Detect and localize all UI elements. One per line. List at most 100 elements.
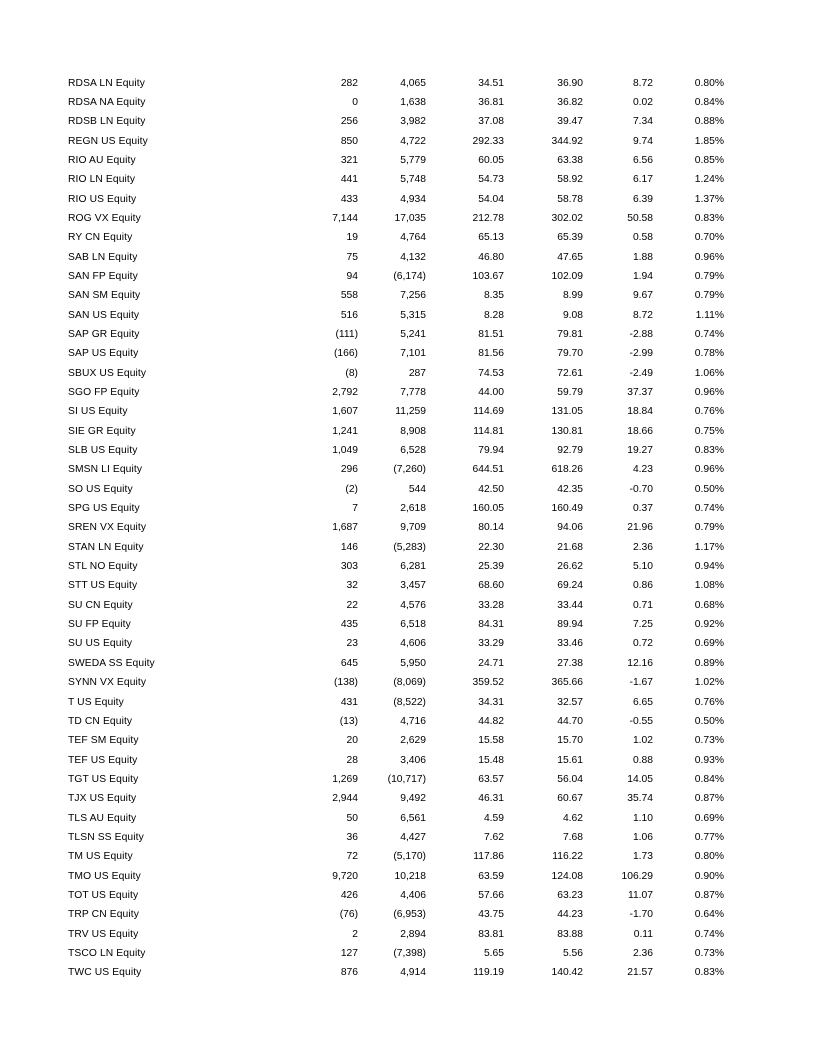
- value-col-6: 0.76%: [694, 406, 724, 418]
- table-row: TEF SM Equity 20 2,629 15.58 15.70 1.02 0.73%: [68, 732, 724, 751]
- table-row: SAN FP Equity 94 (6,174) 103.67 102.09 1.94 0.…: [68, 267, 724, 286]
- value-col-6: 0.74%: [694, 928, 724, 940]
- value-col-5: 21.57: [627, 967, 653, 979]
- table-row: SO US Equity (2) 544 42.50 42.35 -0.70 0.50%: [68, 480, 724, 499]
- value-col-6: 1.37%: [694, 193, 724, 205]
- value-col-6: 0.96%: [694, 387, 724, 399]
- value-col-2: 4,427: [400, 831, 426, 843]
- value-col-6: 0.64%: [694, 909, 724, 921]
- value-col-2: 2,894: [400, 928, 426, 940]
- security-name: RY CN Equity: [68, 232, 133, 244]
- value-col-5: 0.11: [633, 928, 653, 940]
- security-name: RIO LN Equity: [68, 174, 136, 186]
- table-row: TRP CN Equity (76) (6,953) 43.75 44.23 -1.70 0…: [68, 906, 724, 925]
- value-col-1: 433: [340, 193, 358, 205]
- value-col-1: 127: [340, 947, 358, 959]
- value-col-3: 63.57: [478, 773, 504, 785]
- value-col-4: 32.57: [557, 696, 583, 708]
- value-col-4: 365.66: [551, 677, 584, 689]
- security-name: TRV US Equity: [68, 928, 139, 940]
- security-name: TSCO LN Equity: [68, 947, 146, 959]
- value-col-3: 83.81: [478, 928, 504, 940]
- value-col-5: 2.36: [632, 541, 653, 553]
- value-col-3: 160.05: [472, 503, 505, 515]
- value-col-2: 5,315: [400, 309, 426, 321]
- value-col-4: 27.38: [557, 657, 583, 669]
- value-col-6: 0.74%: [694, 328, 724, 340]
- value-col-6: 1.06%: [694, 367, 724, 379]
- value-col-5: -2.99: [629, 348, 653, 360]
- value-col-5: 5.10: [632, 561, 653, 573]
- table-row: RDSA NA Equity 0 1,638 36.81 36.82 0.02 0.84%: [68, 93, 724, 112]
- table-row: TRV US Equity 2 2,894 83.81 83.88 0.11 0.74%: [68, 925, 724, 944]
- value-col-2: 4,406: [400, 889, 426, 901]
- value-col-3: 44.00: [478, 387, 504, 399]
- value-col-3: 81.51: [478, 328, 504, 340]
- value-col-4: 9.08: [562, 309, 583, 321]
- security-name: RIO AU Equity: [68, 154, 136, 166]
- security-name: REGN US Equity: [68, 135, 148, 147]
- value-col-4: 72.61: [557, 367, 583, 379]
- value-col-2: 3,406: [400, 754, 426, 766]
- value-col-5: 50.58: [627, 212, 653, 224]
- security-name: TOT US Equity: [68, 889, 139, 901]
- table-row: SU FP Equity 435 6,518 84.31 89.94 7.25 0.92%: [68, 616, 724, 635]
- table-row: SBUX US Equity (8) 287 74.53 72.61 -2.49 1.06%: [68, 364, 724, 383]
- value-col-1: 32: [346, 580, 358, 592]
- value-col-5: 12.16: [627, 657, 653, 669]
- value-col-2: 7,101: [400, 348, 426, 360]
- value-col-5: -1.67: [629, 677, 653, 689]
- value-col-5: 0.88: [632, 754, 653, 766]
- value-col-4: 5.56: [562, 947, 583, 959]
- value-col-3: 43.75: [478, 909, 504, 921]
- value-col-3: 46.80: [478, 251, 504, 263]
- table-row: T US Equity 431 (8,522) 34.31 32.57 6.65 0.76%: [68, 693, 724, 712]
- value-col-1: 303: [340, 561, 358, 573]
- value-col-6: 0.79%: [694, 522, 724, 534]
- value-col-2: 4,132: [400, 251, 426, 263]
- value-col-2: 4,764: [400, 232, 426, 244]
- value-col-6: 0.80%: [694, 77, 724, 89]
- table-row: RIO US Equity 433 4,934 54.04 58.78 6.39 1.37%: [68, 190, 724, 209]
- value-col-2: 4,716: [400, 715, 426, 727]
- table-row: SAP GR Equity (111) 5,241 81.51 79.81 -2.88 0.…: [68, 325, 724, 344]
- table-row: SREN VX Equity 1,687 9,709 80.14 94.06 21.96 0…: [68, 519, 724, 538]
- value-col-3: 22.30: [478, 541, 504, 553]
- value-col-2: (6,953): [393, 909, 426, 921]
- value-col-2: (8,522): [393, 696, 426, 708]
- security-name: SU CN Equity: [68, 599, 133, 611]
- value-col-4: 44.23: [557, 909, 583, 921]
- table-row: SU CN Equity 22 4,576 33.28 33.44 0.71 0.68%: [68, 596, 724, 615]
- value-col-4: 160.49: [551, 503, 584, 515]
- value-col-6: 0.79%: [694, 270, 724, 282]
- table-row: TM US Equity 72 (5,170) 117.86 116.22 1.73 0.8…: [68, 848, 724, 867]
- value-col-3: 114.69: [473, 406, 504, 418]
- value-col-2: (7,398): [393, 947, 426, 959]
- value-col-5: 0.37: [632, 503, 653, 515]
- value-col-6: 0.87%: [694, 889, 724, 901]
- table-row: SYNN VX Equity (138) (8,069) 359.52 365.66 -1…: [68, 674, 724, 693]
- value-col-3: 54.73: [478, 174, 504, 186]
- value-col-3: 117.86: [473, 851, 504, 863]
- value-col-4: 36.82: [557, 96, 583, 108]
- value-col-2: 5,748: [400, 174, 426, 186]
- value-col-3: 36.81: [478, 96, 504, 108]
- value-col-5: 1.88: [632, 251, 653, 263]
- value-col-3: 42.50: [478, 483, 504, 495]
- value-col-3: 81.56: [478, 348, 504, 360]
- value-col-5: 18.84: [627, 406, 653, 418]
- value-col-1: 36: [346, 831, 358, 843]
- value-col-6: 0.76%: [694, 696, 724, 708]
- value-col-3: 15.48: [478, 754, 504, 766]
- value-col-2: 9,709: [400, 522, 426, 534]
- value-col-1: 282: [340, 77, 358, 89]
- value-col-6: 0.77%: [694, 831, 724, 843]
- value-col-3: 34.31: [478, 696, 504, 708]
- value-col-1: 2,944: [332, 793, 358, 805]
- value-col-4: 58.78: [557, 193, 583, 205]
- table-row: RIO AU Equity 321 5,779 60.05 63.38 6.56 0.85%: [68, 151, 724, 170]
- value-col-6: 1.08%: [694, 580, 724, 592]
- security-name: SLB US Equity: [68, 445, 138, 457]
- value-col-1: 645: [340, 657, 358, 669]
